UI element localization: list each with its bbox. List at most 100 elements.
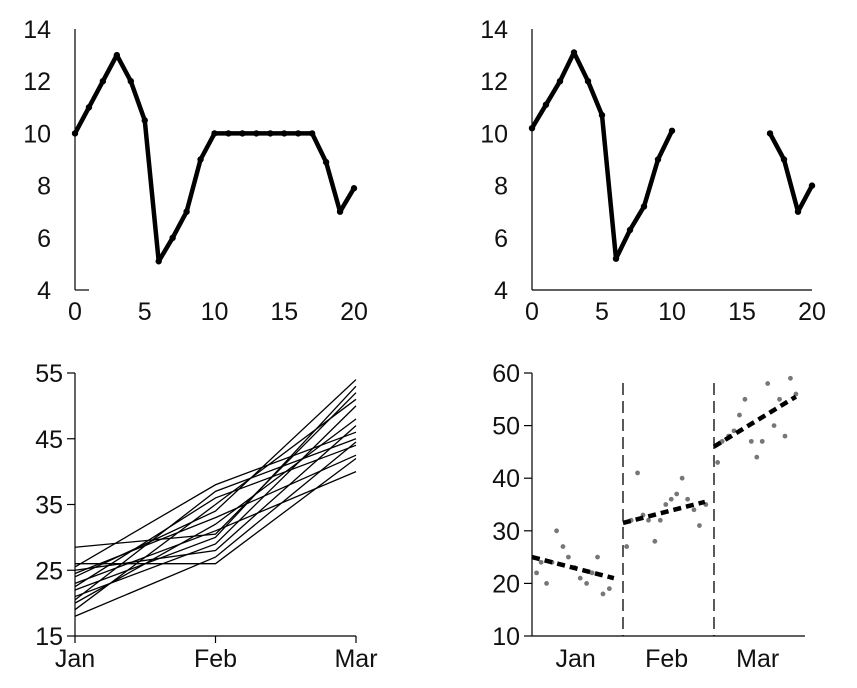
x-tick-label: Feb bbox=[194, 645, 237, 673]
scatter-point bbox=[782, 433, 788, 439]
y-tick-label: 8 bbox=[494, 173, 508, 201]
scatter-point bbox=[595, 554, 600, 560]
scatter-point bbox=[652, 538, 658, 544]
scatter-point bbox=[663, 502, 669, 507]
scatter-point bbox=[737, 412, 742, 418]
data-point bbox=[99, 78, 107, 85]
data-point bbox=[598, 111, 606, 119]
scatter-point bbox=[748, 438, 754, 444]
data-point bbox=[668, 127, 676, 134]
data-point bbox=[556, 78, 564, 85]
scatter-point bbox=[777, 396, 782, 402]
scatter-point bbox=[657, 517, 663, 523]
scatter-point bbox=[788, 375, 793, 381]
scatter-point bbox=[538, 559, 544, 565]
series-line bbox=[767, 131, 815, 214]
y-tick-label: 14 bbox=[480, 16, 508, 44]
data-point bbox=[780, 156, 788, 163]
x-tick-label: 20 bbox=[340, 298, 368, 326]
scatter-point bbox=[674, 491, 680, 497]
x-tick-label: 20 bbox=[798, 298, 826, 326]
x-tick-label: 0 bbox=[68, 298, 82, 326]
data-point bbox=[640, 203, 648, 210]
scatter-point bbox=[719, 438, 725, 444]
series-line bbox=[72, 52, 357, 264]
series-line bbox=[74, 398, 357, 611]
scatter-point bbox=[765, 381, 771, 386]
data-point bbox=[808, 182, 816, 189]
multi-line-chart-bottom-left: 15 25 35 45 55 Jan Feb Mar bbox=[35, 360, 377, 673]
data-point bbox=[308, 130, 316, 137]
scatter-point bbox=[679, 475, 685, 481]
scatter-trend-chart-bottom-right: 10 20 30 40 50 60 Jan Feb Mar bbox=[492, 360, 805, 673]
y-tick-label: 10 bbox=[480, 120, 508, 148]
scatter-point bbox=[624, 544, 630, 549]
data-point bbox=[528, 124, 536, 132]
data-point bbox=[71, 130, 79, 137]
y-tick-label: 6 bbox=[494, 225, 508, 253]
line-chart-top-right-gaps: 4 6 8 10 12 14 0 5 10 15 20 bbox=[480, 16, 826, 326]
scatter-point bbox=[646, 517, 651, 523]
series-line bbox=[74, 405, 357, 598]
x-tick-label: 0 bbox=[525, 298, 539, 326]
series-line bbox=[529, 50, 675, 261]
x-tick-label: 15 bbox=[728, 298, 756, 326]
scatter-point bbox=[691, 507, 697, 513]
x-tick-label: Jan bbox=[55, 645, 95, 673]
y-tick-label: 12 bbox=[23, 68, 51, 96]
data-point bbox=[295, 130, 302, 137]
data-point bbox=[155, 258, 162, 265]
y-tick-label: 10 bbox=[492, 623, 520, 651]
data-point bbox=[113, 51, 121, 59]
x-tick-label: Mar bbox=[334, 645, 377, 673]
scatter-point bbox=[584, 581, 589, 586]
data-point bbox=[225, 130, 232, 137]
data-point bbox=[127, 78, 134, 85]
scatter-point bbox=[589, 570, 595, 576]
y-tick-label: 30 bbox=[492, 518, 520, 546]
y-tick-label: 35 bbox=[35, 492, 63, 520]
data-point bbox=[322, 158, 330, 166]
data-point bbox=[766, 130, 774, 137]
scatter-point bbox=[577, 575, 583, 581]
y-tick-label: 8 bbox=[37, 173, 51, 201]
series-line bbox=[74, 379, 357, 578]
y-tick-label: 25 bbox=[35, 557, 63, 585]
trend-line bbox=[622, 499, 706, 526]
series-line bbox=[74, 441, 357, 617]
scatter-point bbox=[600, 591, 606, 597]
data-point bbox=[350, 185, 358, 192]
data-point bbox=[336, 208, 344, 215]
data-point bbox=[612, 255, 620, 262]
data-point bbox=[197, 156, 204, 163]
scatter-point bbox=[771, 423, 777, 428]
y-tick-label: 55 bbox=[35, 360, 63, 388]
data-point bbox=[85, 104, 93, 111]
y-tick-label: 4 bbox=[37, 277, 51, 305]
scatter-point bbox=[759, 438, 765, 444]
series-line bbox=[74, 471, 357, 585]
scatter-point bbox=[606, 586, 612, 592]
series-line bbox=[74, 454, 357, 575]
data-point bbox=[183, 208, 190, 215]
scatter-point bbox=[554, 528, 559, 534]
data-point bbox=[211, 130, 218, 137]
y-tick-label: 12 bbox=[480, 68, 508, 96]
scatter-point bbox=[635, 470, 640, 476]
y-tick-label: 45 bbox=[35, 426, 63, 454]
scatter-point bbox=[697, 523, 702, 528]
x-tick-label: 5 bbox=[138, 298, 152, 326]
scatter-point bbox=[668, 496, 674, 502]
scatter-point bbox=[534, 570, 539, 576]
data-point bbox=[141, 117, 148, 124]
x-tick-label: Feb bbox=[645, 645, 688, 673]
trend-line bbox=[531, 554, 615, 581]
data-point bbox=[267, 130, 274, 137]
data-point bbox=[654, 156, 662, 163]
y-tick-label: 20 bbox=[492, 570, 520, 598]
series-line bbox=[74, 444, 357, 588]
y-tick-label: 4 bbox=[494, 277, 508, 305]
y-tick-label: 60 bbox=[492, 360, 520, 388]
scatter-point bbox=[685, 496, 691, 502]
